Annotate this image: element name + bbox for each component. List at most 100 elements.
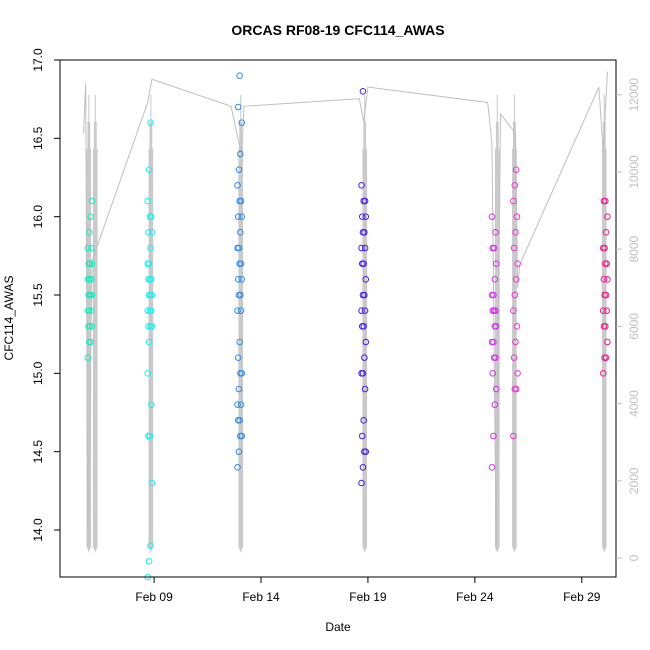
plot-frame [59,59,617,578]
altitude-line [83,71,608,551]
x-tick-label: Feb 29 [563,590,601,604]
data-point [360,417,367,424]
data-point [147,307,155,314]
data-point [145,558,153,565]
data-point [144,307,152,314]
x-tick-label: Feb 14 [242,590,280,604]
data-point [146,432,154,440]
data-point [511,182,519,189]
data-point [599,307,607,314]
y2-tick-label: 12000 [627,78,641,112]
data-point [602,291,610,299]
data-point [490,291,497,299]
data-point [147,276,155,283]
data-point [234,103,242,111]
data-point [237,150,244,158]
data-point [145,229,152,236]
y-tick-label: 16.0 [31,205,45,229]
data-point [358,182,365,189]
data-point [604,338,611,346]
data-point [490,432,497,440]
data-point [234,464,241,471]
data-point [236,417,243,424]
data-point [144,370,152,377]
data-point [492,323,500,330]
data-point [360,260,367,267]
data-point [87,338,94,346]
data-point [88,197,96,205]
y-tick-label: 14.5 [31,440,45,464]
data-point [510,244,518,252]
data-point [235,244,243,252]
data-point [147,401,155,408]
data-point [235,385,243,393]
data-point [147,244,154,252]
data-point [360,323,367,330]
data-point [514,370,521,377]
data-point [361,197,369,205]
data-point [513,323,521,330]
data-point [362,448,370,455]
y2-tick-label: 4000 [627,390,641,417]
data-point [85,307,93,314]
y-tick-label: 15.5 [31,283,45,307]
data-point [87,276,94,283]
data-point [88,291,96,299]
data-point [510,197,517,205]
data-point [490,338,497,346]
data-point [510,354,518,361]
x-tick-label: Feb 09 [135,590,173,604]
y2-tick-label: 8000 [627,235,641,262]
data-point [511,291,519,299]
data-point [359,370,367,377]
data-point [361,291,368,299]
data-point [145,166,153,173]
data-point [604,276,611,283]
data-point [148,479,156,487]
data-point [86,323,94,330]
data-point [236,338,243,346]
y2-tick-label: 10000 [627,155,641,189]
y2-tick-label: 0 [627,554,641,561]
data-point [600,276,608,283]
data-point [488,464,496,471]
y2-axis: 0 2000 4000 6000 8000 10000 12000 [616,78,641,561]
data-point [514,260,521,267]
data-point [88,260,96,267]
data-point [492,385,500,393]
data-point [237,229,244,236]
altitude-trace [83,71,608,553]
data-point [491,276,499,283]
data-point [489,370,497,377]
data-point [234,307,241,314]
data-point [147,119,154,126]
data-point [86,260,94,267]
data-point [358,244,365,252]
data-point [361,385,369,393]
data-point [602,354,610,361]
data-point [148,229,156,236]
data-point [358,479,365,487]
data-point [148,323,156,330]
data-point [148,291,156,299]
chart-title: ORCAS RF08-19 CFC114_AWAS [231,22,444,38]
data-point [84,354,92,361]
data-point [85,229,93,236]
data-point [510,432,517,440]
y-tick-label: 17.0 [31,48,45,72]
data-point [510,307,517,314]
data-point [145,338,153,346]
y2-tick-label: 2000 [627,467,641,494]
data-point [238,432,246,440]
data-point [512,229,519,236]
y-axis: 14.0 14.5 15.0 15.5 16.0 16.5 17.0 [31,48,60,542]
data-point [602,323,609,330]
data-point [512,385,520,393]
data-point [362,213,370,220]
data-point [603,260,611,267]
data-point [145,260,153,267]
data-point [88,244,95,252]
data-point [238,213,246,220]
data-point [490,244,498,252]
data-point [602,197,609,205]
